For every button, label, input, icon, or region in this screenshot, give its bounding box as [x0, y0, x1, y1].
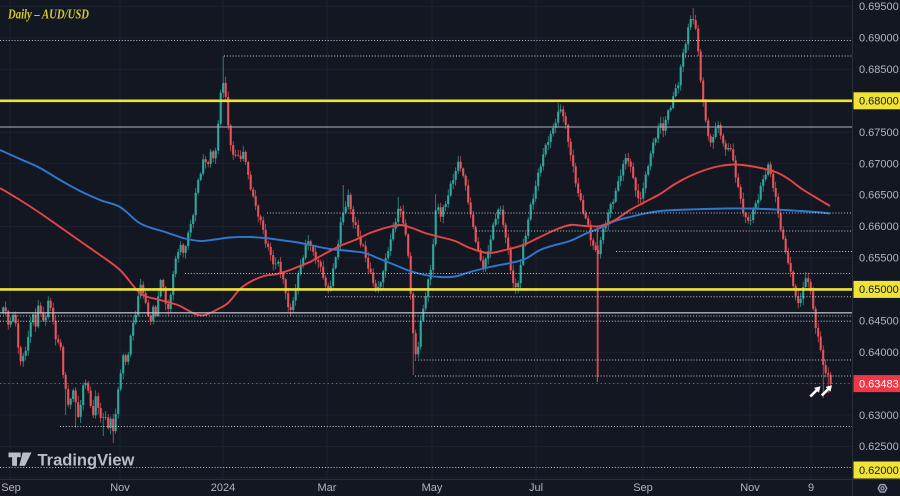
svg-text:0.67500: 0.67500: [859, 127, 899, 139]
svg-text:0.63483: 0.63483: [859, 378, 899, 390]
svg-text:Daily – AUD/USD: Daily – AUD/USD: [7, 8, 89, 23]
svg-text:TradingView: TradingView: [38, 452, 135, 470]
svg-text:0.68500: 0.68500: [859, 64, 899, 76]
svg-text:0.69500: 0.69500: [859, 1, 899, 13]
svg-text:Nov: Nov: [740, 482, 760, 494]
svg-text:0.69000: 0.69000: [859, 33, 899, 45]
svg-text:Mar: Mar: [318, 482, 337, 494]
svg-text:0.62500: 0.62500: [859, 441, 899, 453]
svg-text:0.66000: 0.66000: [859, 221, 899, 233]
svg-text:Sep: Sep: [1, 482, 21, 494]
svg-text:0.64500: 0.64500: [859, 316, 899, 328]
svg-text:0.64000: 0.64000: [859, 347, 899, 359]
svg-text:Sep: Sep: [633, 482, 653, 494]
svg-text:0.63000: 0.63000: [859, 410, 899, 422]
svg-text:0.67000: 0.67000: [859, 158, 899, 170]
svg-text:9: 9: [808, 482, 814, 494]
svg-text:0.62000: 0.62000: [859, 465, 899, 477]
svg-text:Nov: Nov: [110, 482, 130, 494]
svg-text:Jul: Jul: [529, 482, 543, 494]
svg-text:0.65500: 0.65500: [859, 253, 899, 265]
svg-text:0.65000: 0.65000: [859, 284, 899, 296]
svg-text:May: May: [422, 482, 443, 494]
svg-text:2024: 2024: [211, 482, 235, 494]
svg-text:0.68000: 0.68000: [859, 96, 899, 108]
svg-text:0.66500: 0.66500: [859, 190, 899, 202]
